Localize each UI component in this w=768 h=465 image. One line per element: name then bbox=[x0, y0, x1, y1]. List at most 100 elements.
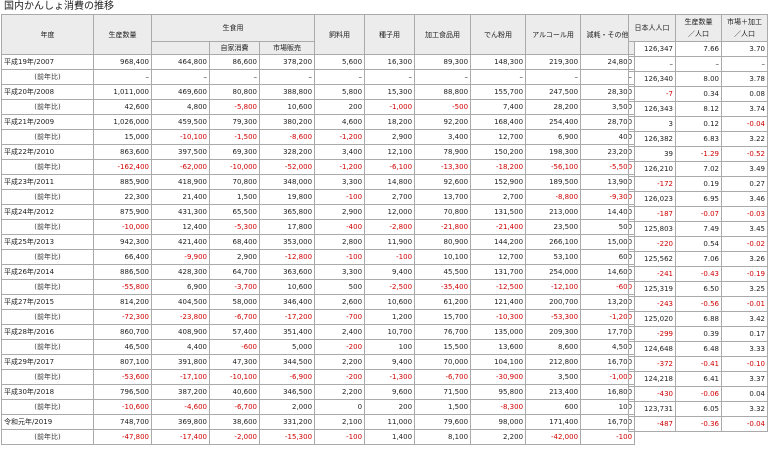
header-food: 生食用 bbox=[150, 14, 316, 42]
population-yoy-cell: 0.04 bbox=[721, 386, 768, 402]
population-yoy-cell: -7 bbox=[628, 86, 676, 102]
table-row-yoy: -241 -0.43 -0.19 bbox=[628, 266, 768, 282]
table-row: 126,343 8.12 3.74 bbox=[628, 101, 768, 117]
page-title: 国内かんしょ消費の推移 bbox=[4, 1, 114, 12]
value-cell: 748,700 bbox=[93, 414, 152, 430]
population-cell: 6.41 bbox=[675, 371, 722, 387]
population-cell: 3.45 bbox=[721, 221, 768, 237]
yoy-cell: -72,300 bbox=[93, 309, 152, 325]
value-cell: 17,700 bbox=[580, 324, 636, 340]
value-cell: 428,300 bbox=[151, 264, 210, 280]
yoy-cell: -2,000 bbox=[209, 429, 260, 445]
year-cell: 平成26年/2014 bbox=[1, 264, 94, 280]
value-cell: 2,600 bbox=[314, 294, 366, 310]
yoy-cell: -17,400 bbox=[151, 429, 210, 445]
header-year: 年度 bbox=[1, 14, 94, 55]
population-cell: 126,210 bbox=[628, 161, 676, 177]
yoy-cell: 600 bbox=[525, 399, 582, 415]
value-cell: 328,200 bbox=[258, 144, 316, 160]
value-cell: 875,900 bbox=[93, 204, 152, 220]
value-cell: 860,700 bbox=[93, 324, 152, 340]
table-row-yoy: (前年比) -10,000 12,400 -5,300 17,800 -400 -2,800… bbox=[1, 219, 636, 235]
yoy-cell: -100 bbox=[364, 249, 416, 265]
value-cell: 28,700 bbox=[580, 114, 636, 130]
year-cell: 平成27年/2015 bbox=[1, 294, 94, 310]
yoy-cell: – bbox=[93, 69, 152, 85]
yoy-cell: 17,800 bbox=[258, 219, 316, 235]
yoy-cell: 200 bbox=[314, 99, 366, 115]
consumption-table: 年度 生産数量 生食用 飼料用 種子用 加工食品用 でん粉用 アルコール用 減耗… bbox=[1, 14, 636, 445]
population-cell: 125,020 bbox=[628, 311, 676, 327]
value-cell: 70,800 bbox=[414, 204, 472, 220]
value-cell: 459,500 bbox=[151, 114, 210, 130]
value-cell: 47,300 bbox=[209, 354, 260, 370]
value-cell: 2,100 bbox=[314, 414, 366, 430]
value-cell: 16,800 bbox=[580, 384, 636, 400]
value-cell: 24,800 bbox=[580, 54, 636, 70]
yoy-cell: -100 bbox=[580, 429, 636, 445]
population-yoy-cell: – bbox=[721, 56, 768, 72]
year-cell: 平成29年/2017 bbox=[1, 354, 94, 370]
population-cell: 7.02 bbox=[675, 161, 722, 177]
yoy-label: (前年比) bbox=[1, 219, 94, 235]
yoy-cell: -9,900 bbox=[151, 249, 210, 265]
value-cell: 404,500 bbox=[151, 294, 210, 310]
header-per-capita-market: 市場＋加工 ／人口 bbox=[721, 14, 768, 42]
value-cell: 86,600 bbox=[209, 54, 260, 70]
value-cell: 2,200 bbox=[314, 384, 366, 400]
yoy-cell: 4,500 bbox=[580, 339, 636, 355]
value-cell: 464,800 bbox=[151, 54, 210, 70]
population-cell: 125,562 bbox=[628, 251, 676, 267]
value-cell: 16,700 bbox=[580, 414, 636, 430]
value-cell: 4,600 bbox=[314, 114, 366, 130]
value-cell: 353,000 bbox=[258, 234, 316, 250]
yoy-cell: 15,500 bbox=[414, 339, 472, 355]
value-cell: 80,900 bbox=[414, 234, 472, 250]
yoy-cell: -6,700 bbox=[209, 399, 260, 415]
yoy-cell: -2,500 bbox=[364, 279, 416, 295]
header-production: 生産数量 bbox=[93, 14, 152, 55]
yoy-cell: 3,500 bbox=[580, 99, 636, 115]
header-per-capita-production: 生産数量 ／人口 bbox=[675, 14, 722, 42]
value-cell: 14,600 bbox=[580, 264, 636, 280]
yoy-cell: -1,200 bbox=[314, 129, 366, 145]
population-cell: 123,731 bbox=[628, 401, 676, 417]
population-cell: 7.49 bbox=[675, 221, 722, 237]
yoy-cell: -1,000 bbox=[580, 369, 636, 385]
value-cell: 378,200 bbox=[258, 54, 316, 70]
population-yoy-cell: -487 bbox=[628, 416, 676, 432]
value-cell: 131,700 bbox=[470, 264, 527, 280]
yoy-cell: – bbox=[414, 69, 472, 85]
yoy-cell: -17,200 bbox=[258, 309, 316, 325]
yoy-cell: 1,200 bbox=[364, 309, 416, 325]
header-household: 自家消費 bbox=[209, 41, 260, 55]
table-row-yoy: -243 -0.56 -0.01 bbox=[628, 296, 768, 312]
population-cell: 126,340 bbox=[628, 71, 676, 87]
yoy-cell: – bbox=[314, 69, 366, 85]
value-cell: 418,900 bbox=[151, 174, 210, 190]
value-cell: 168,400 bbox=[470, 114, 527, 130]
header-starch: でん粉用 bbox=[470, 14, 527, 55]
header-feed: 飼料用 bbox=[314, 14, 366, 55]
value-cell: 3,400 bbox=[314, 144, 366, 160]
yoy-cell: 400 bbox=[580, 129, 636, 145]
table-row-yoy: (前年比) -55,800 6,900 -3,700 10,600 500 -2,500 -3… bbox=[1, 279, 636, 295]
population-cell: 3.33 bbox=[721, 341, 768, 357]
value-cell: 388,800 bbox=[258, 84, 316, 100]
header-population: 日本人人口 bbox=[628, 14, 676, 42]
value-cell: 212,800 bbox=[525, 354, 582, 370]
population-yoy-cell: -0.56 bbox=[675, 296, 722, 312]
yoy-cell: -5,500 bbox=[580, 159, 636, 175]
population-cell: 126,343 bbox=[628, 101, 676, 117]
population-yoy-cell: 3 bbox=[628, 116, 676, 132]
population-cell: 126,023 bbox=[628, 191, 676, 207]
yoy-cell: -10,000 bbox=[209, 159, 260, 175]
value-cell: 23,200 bbox=[580, 144, 636, 160]
table-row: 平成20年/2008 1,011,000 469,600 80,800 388,800 5… bbox=[1, 84, 636, 100]
yoy-cell: 100 bbox=[580, 399, 636, 415]
yoy-cell: -100 bbox=[314, 249, 366, 265]
value-cell: 95,800 bbox=[470, 384, 527, 400]
value-cell: 61,200 bbox=[414, 294, 472, 310]
population-cell: 126,382 bbox=[628, 131, 676, 147]
table-row: 126,382 6.83 3.22 bbox=[628, 131, 768, 147]
